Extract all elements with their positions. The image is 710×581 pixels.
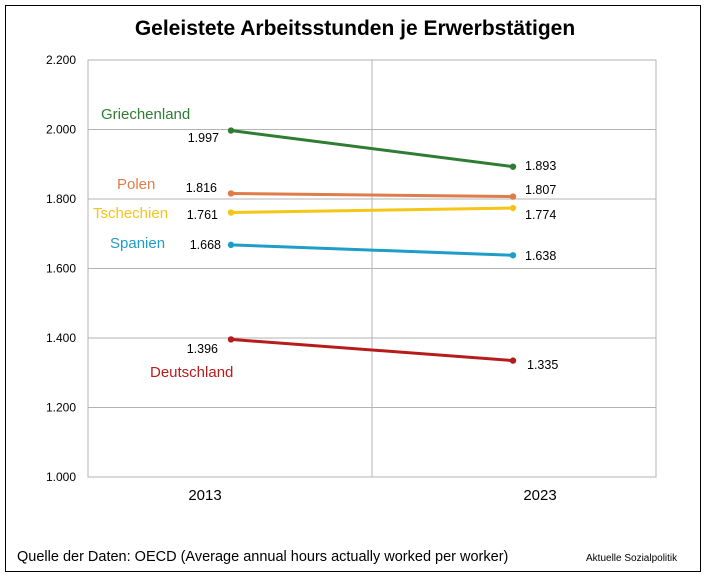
y-tick-label: 1.600 bbox=[46, 262, 76, 276]
series-layer: 1.997 1.893 Griechenland 1.816 1.807 Polen 1.7… bbox=[93, 106, 558, 381]
data-point bbox=[509, 204, 517, 212]
data-point bbox=[509, 163, 517, 170]
y-tick-label: 1.400 bbox=[46, 331, 76, 345]
data-label: 1.893 bbox=[525, 159, 556, 173]
data-point bbox=[227, 127, 235, 134]
plot-area-border bbox=[87, 59, 657, 478]
credit-note: Aktuelle Sozialpolitik bbox=[586, 553, 678, 564]
series-polen: 1.816 1.807 Polen bbox=[117, 176, 556, 200]
x-tick-label: 2023 bbox=[523, 487, 556, 504]
data-label: 1.816 bbox=[186, 181, 217, 195]
series-deutschland: 1.396 1.335 Deutschland bbox=[150, 336, 558, 381]
series-line bbox=[230, 129, 514, 169]
series-line bbox=[230, 206, 514, 215]
y-tick-label: 2.200 bbox=[46, 53, 76, 67]
data-point bbox=[227, 336, 235, 343]
y-axis-tick-labels: 1.000 1.200 1.400 1.600 1.800 2.000 2.200 bbox=[46, 53, 76, 484]
chart-title: Geleistete Arbeitsstunden je Erwerbstäti… bbox=[134, 17, 576, 40]
y-tick-label: 1.000 bbox=[46, 470, 76, 484]
data-label: 1.396 bbox=[187, 342, 218, 356]
data-point bbox=[509, 252, 517, 259]
data-label: 1.638 bbox=[525, 249, 556, 263]
data-point bbox=[509, 357, 517, 364]
series-line bbox=[230, 337, 514, 363]
series-griechenland: 1.997 1.893 Griechenland bbox=[101, 106, 556, 173]
series-line bbox=[230, 191, 514, 199]
data-label: 1.807 bbox=[525, 183, 556, 197]
data-label: 1.774 bbox=[525, 208, 556, 222]
series-name-label: Deutschland bbox=[150, 364, 233, 381]
series-name-label: Tschechien bbox=[93, 205, 168, 222]
data-label: 1.997 bbox=[188, 131, 219, 145]
data-point bbox=[509, 193, 517, 200]
data-label: 1.335 bbox=[527, 358, 558, 372]
series-tschechien: 1.761 1.774 Tschechien bbox=[93, 204, 556, 222]
x-axis-tick-labels: 2013 2023 bbox=[188, 487, 556, 504]
data-point bbox=[227, 241, 235, 249]
y-tick-label: 2.000 bbox=[46, 123, 76, 137]
data-point bbox=[227, 190, 235, 197]
data-label: 1.668 bbox=[190, 238, 221, 252]
y-tick-label: 1.800 bbox=[46, 192, 76, 206]
series-spanien: 1.668 1.638 Spanien bbox=[110, 235, 556, 263]
series-name-label: Polen bbox=[117, 176, 155, 193]
data-label: 1.761 bbox=[187, 208, 218, 222]
series-line bbox=[230, 243, 514, 257]
source-note: Quelle der Daten: OECD (Average annual h… bbox=[17, 549, 509, 565]
x-tick-label: 2013 bbox=[188, 487, 221, 504]
series-name-label: Griechenland bbox=[101, 106, 190, 123]
series-name-label: Spanien bbox=[110, 235, 165, 252]
data-point bbox=[227, 209, 235, 216]
grid bbox=[87, 59, 657, 478]
y-tick-label: 1.200 bbox=[46, 401, 76, 415]
